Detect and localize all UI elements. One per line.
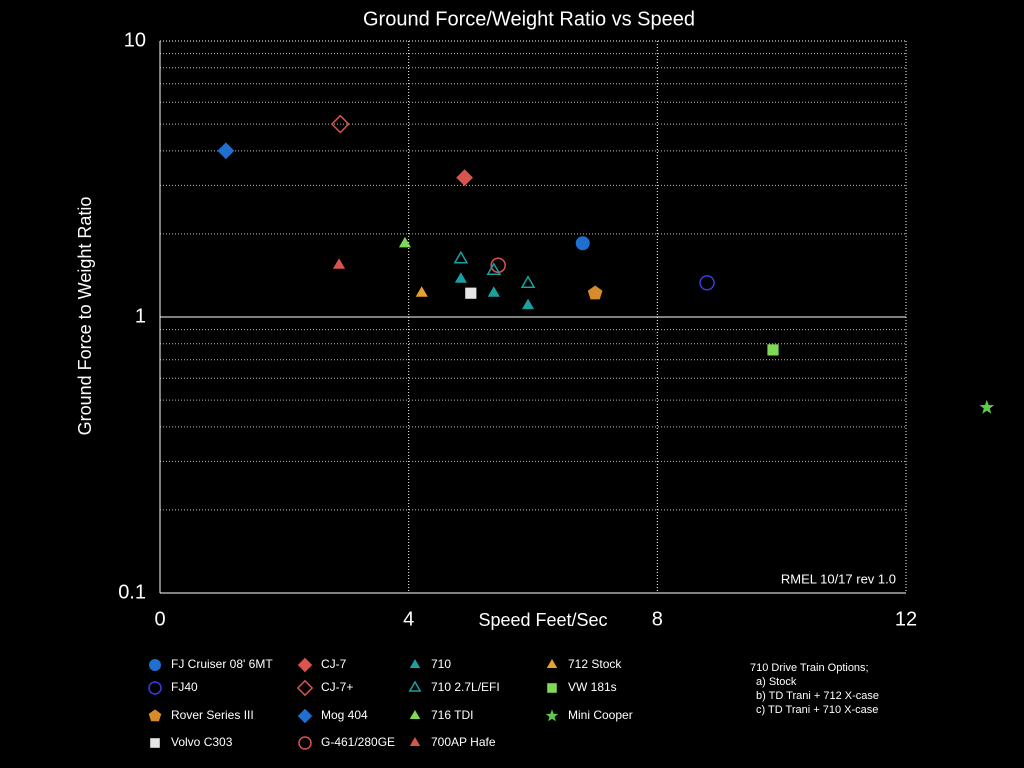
- data-point: [522, 298, 535, 310]
- data-point: [486, 262, 502, 276]
- x-tick-label: 8: [652, 608, 663, 630]
- x-tick-label: 12: [895, 608, 917, 630]
- legend-label: Rover Series III: [171, 708, 254, 722]
- legend-label: FJ40: [171, 680, 198, 694]
- legend-label: VW 181s: [568, 680, 617, 694]
- data-point: [398, 236, 411, 248]
- data-point: [699, 275, 715, 291]
- data-point: [487, 286, 500, 297]
- x-tick-label: 4: [403, 608, 414, 630]
- legend-marker: [148, 681, 162, 695]
- legend-label: 712 Stock: [568, 657, 622, 671]
- legend-marker: [408, 680, 422, 692]
- legend-marker: [546, 659, 558, 668]
- y-tick-label: 1: [135, 305, 146, 327]
- legend-label: 716 TDI: [431, 708, 473, 722]
- legend-marker: [545, 709, 559, 722]
- data-point: [979, 399, 995, 414]
- y-tick-label: 0.1: [118, 581, 146, 603]
- legend-label: 710 2.7L/EFI: [431, 680, 500, 694]
- data-point: [456, 169, 473, 186]
- data-point: [490, 257, 506, 273]
- data-point: [465, 287, 477, 299]
- data-point: [330, 114, 350, 134]
- legend-label: Mini Cooper: [568, 708, 633, 722]
- y-axis-label: Ground Force to Weight Ratio: [75, 197, 95, 436]
- note: c) TD Trani + 710 X-case: [756, 704, 878, 716]
- legend-marker: [298, 736, 312, 750]
- annotation: RMEL 10/17 rev 1.0: [781, 571, 896, 586]
- legend-label: FJ Cruiser 08' 6MT: [171, 657, 273, 671]
- legend-label: Mog 404: [321, 708, 368, 722]
- data-point: [767, 344, 779, 356]
- x-tick-label: 0: [154, 608, 165, 630]
- legend-label: CJ-7: [321, 657, 347, 671]
- legend-marker: [547, 683, 557, 693]
- data-point: [333, 258, 346, 269]
- legend-marker: [148, 709, 162, 722]
- chart-title: Ground Force/Weight Ratio vs Speed: [363, 8, 695, 30]
- data-point: [454, 272, 467, 283]
- data-point: [217, 142, 235, 160]
- data-point: [575, 236, 590, 251]
- note: 710 Drive Train Options;: [750, 662, 869, 674]
- data-point: [453, 250, 469, 264]
- note: a) Stock: [756, 676, 797, 688]
- data-point: [587, 285, 603, 300]
- note: b) TD Trani + 712 X-case: [756, 690, 879, 702]
- legend-label: 710: [431, 657, 451, 671]
- legend-marker: [409, 737, 421, 746]
- legend-marker: [297, 657, 313, 673]
- legend-label: CJ-7+: [321, 680, 353, 694]
- legend-marker: [150, 738, 160, 748]
- legend-label: G-461/280GE: [321, 735, 395, 749]
- legend-marker: [296, 679, 314, 697]
- data-point: [520, 275, 536, 288]
- y-tick-label: 10: [124, 29, 146, 51]
- x-axis-label: Speed Feet/Sec: [478, 610, 607, 630]
- data-point: [415, 286, 428, 297]
- legend-marker: [409, 710, 421, 719]
- legend-marker: [297, 708, 313, 724]
- legend-label: Volvo C303: [171, 735, 233, 749]
- legend-marker: [409, 659, 421, 668]
- legend-label: 700AP Hafe: [431, 735, 496, 749]
- legend-marker: [149, 659, 161, 671]
